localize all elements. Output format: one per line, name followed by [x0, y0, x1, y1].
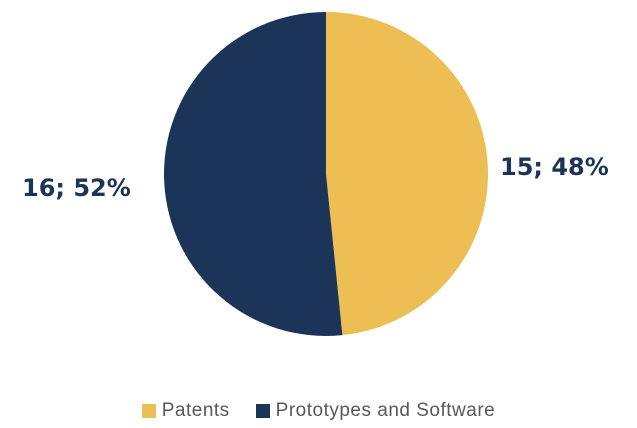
- pie-slice-patents: [326, 12, 488, 336]
- legend-item-patents: Patents: [141, 400, 230, 422]
- pie-slice-prototypes-and-software: [163, 12, 343, 336]
- data-label-prototypes-and-software: 16; 52%: [22, 174, 131, 202]
- legend-label-prototypes-and-software: Prototypes and Software: [275, 400, 496, 421]
- legend-item-prototypes-and-software: Prototypes and Software: [255, 400, 496, 422]
- legend-swatch-prototypes-and-software: [255, 404, 270, 418]
- data-label-patents: 15; 48%: [500, 153, 609, 181]
- legend-swatch-patents: [141, 404, 156, 418]
- legend-label-patents: Patents: [161, 400, 230, 421]
- chart-legend: Patents Prototypes and Software: [0, 400, 637, 422]
